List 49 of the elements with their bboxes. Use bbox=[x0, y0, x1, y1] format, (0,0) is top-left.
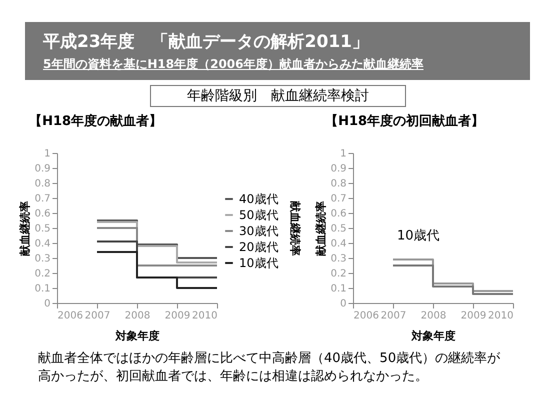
x-tick-label: 2010 bbox=[488, 310, 514, 322]
x-tick-label: 2009 bbox=[164, 310, 190, 322]
y-tick-label: 0.2 bbox=[34, 268, 50, 280]
x-tick-label: 2007 bbox=[84, 310, 110, 322]
y-tick-label: 0.8 bbox=[34, 178, 50, 190]
y-tick-label: 0.6 bbox=[330, 208, 346, 220]
x-tick-label: 2009 bbox=[460, 310, 486, 322]
y-tick-label: 0 bbox=[340, 298, 346, 310]
y-axis-title: 献血継続率 bbox=[314, 201, 328, 256]
y-tick-label: 0.4 bbox=[330, 238, 346, 250]
y-tick-label: 1 bbox=[44, 148, 50, 160]
y-tick-label: 1 bbox=[340, 148, 346, 160]
y-tick-label: 0 bbox=[44, 298, 50, 310]
y-tick-label: 0.8 bbox=[330, 178, 346, 190]
y-tick-label: 0.1 bbox=[34, 284, 50, 294]
y-tick-label: 0.4 bbox=[34, 238, 50, 250]
y-tick-label: 0.3 bbox=[330, 254, 346, 264]
y-tick-label: 0.9 bbox=[330, 164, 346, 174]
series-label: 10歳代 bbox=[397, 228, 440, 244]
x-tick-label: 2008 bbox=[420, 310, 446, 322]
x-axis-title: 対象年度 bbox=[114, 330, 160, 342]
x-tick-label: 2010 bbox=[192, 310, 218, 322]
text: 年齢階級別 献血継続率検討 bbox=[150, 85, 406, 107]
legend-label: 20歳代 bbox=[239, 240, 278, 254]
legend-label: 50歳代 bbox=[239, 208, 278, 222]
y-tick-label: 0.3 bbox=[34, 254, 50, 264]
chart-title: 【H18年度の献血者】 bbox=[29, 113, 162, 129]
x-tick-label: 2006 bbox=[58, 310, 83, 322]
text: 献血者全体ではほかの年齢層に比べて中高齢層（40歳代、50歳代）の継続率が高かったが、初回献血者では、年齢には相違は認められなかった。 bbox=[38, 350, 502, 386]
y-tick-label: 0.1 bbox=[330, 284, 346, 294]
y-tick-label: 0.9 bbox=[34, 164, 50, 174]
x-tick-label: 2008 bbox=[124, 310, 150, 322]
y-tick-label: 0.7 bbox=[34, 194, 50, 204]
x-tick-label: 2007 bbox=[380, 310, 406, 322]
text: 平成23年度 「献血データの解析2011」 bbox=[43, 31, 369, 53]
chart-title: 【H18年度の初回献血者】 bbox=[325, 113, 484, 129]
legend-label: 30歳代 bbox=[239, 224, 278, 238]
legend-label: 40歳代 bbox=[239, 192, 278, 206]
legend-label: 10歳代 bbox=[239, 256, 278, 270]
text: 5年間の資料を基にH18年度（2006年度）献血者からみた献血継続率 bbox=[43, 56, 424, 73]
y2-axis-title: 献血継続率 bbox=[288, 201, 302, 256]
y-tick-label: 0.5 bbox=[34, 224, 50, 234]
y-tick-label: 0.2 bbox=[330, 268, 346, 280]
y-axis-title: 献血継続率 bbox=[18, 201, 32, 256]
x-axis-title: 対象年度 bbox=[410, 330, 456, 342]
x-tick-label: 2006 bbox=[354, 310, 379, 322]
y-tick-label: 0.7 bbox=[330, 194, 346, 204]
y-tick-label: 0.5 bbox=[330, 224, 346, 234]
y-tick-label: 0.6 bbox=[34, 208, 50, 220]
